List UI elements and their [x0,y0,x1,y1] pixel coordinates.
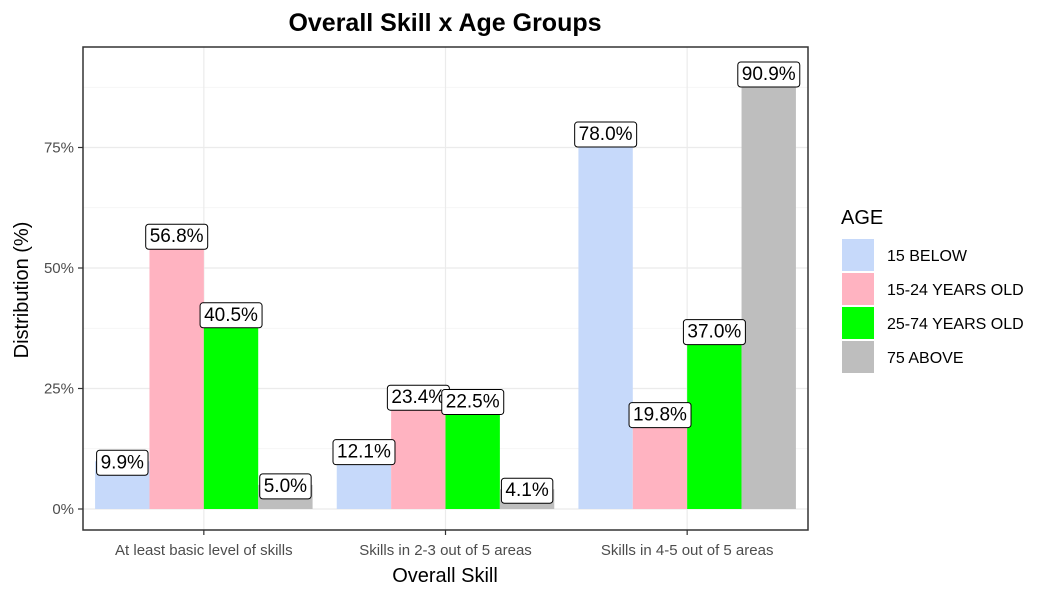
data-label-text: 12.1% [337,442,391,463]
x-tick-label: At least basic level of skills [115,542,293,559]
legend-item: 15 BELOW [840,237,968,273]
legend-swatch [840,271,876,307]
data-label: 78.0% [574,121,638,148]
legend-title: AGE [841,207,883,229]
data-label: 4.1% [500,477,554,504]
bar [445,400,500,509]
legend-swatch [840,305,876,341]
bar [741,87,796,509]
data-label-text: 90.9% [742,64,796,85]
data-label-text: 4.1% [505,480,548,501]
data-label-box [96,449,149,476]
data-label-text: 40.5% [204,305,258,326]
data-label: 37.0% [682,319,746,346]
data-label: 9.9% [96,449,149,476]
data-label-text: 19.8% [633,405,687,426]
legend-label: 15 BELOW [887,248,968,265]
bar [149,235,204,509]
bars [95,87,796,510]
data-label-text: 9.9% [101,452,144,473]
data-label-text: 22.5% [446,392,500,413]
y-axis-title: Distribution (%) [11,222,33,359]
data-label-box [682,319,746,346]
data-label-text: 5.0% [264,476,307,497]
bar [391,396,446,509]
legend-item: 25-74 YEARS OLD [840,305,1024,341]
data-label-box [574,121,638,148]
legend: AGE 15 BELOW 15-24 YEARS OLD 25-74 YEARS O… [840,207,1024,375]
axes: 0% 25% 50% 75% At least basic level of skill… [44,140,773,560]
bar [687,330,742,509]
bar [578,133,633,510]
data-label: 23.4% [386,384,450,411]
chart-title: Overall Skill x Age Groups [288,9,601,37]
plot-area: 9.9% 56.8% 40.5% 5.0% 12.1% 23.4% 22.5% 4.1% 78.… [82,46,809,531]
bar [632,413,688,509]
data-label-text: 78.0% [579,124,633,145]
data-label-text: 23.4% [391,387,445,408]
y-tick-label: 75% [44,140,74,157]
data-label-box [500,477,554,504]
x-tick-label: Skills in 2-3 out of 5 areas [359,542,532,559]
data-label: 90.9% [737,61,801,88]
legend-label: 75 ABOVE [887,350,964,367]
data-label-box [259,473,312,500]
data-label-box [628,402,692,429]
y-tick-label: 50% [44,260,74,277]
data-label: 22.5% [441,389,505,416]
legend-swatch [840,237,876,273]
data-label: 56.8% [145,223,209,250]
data-label-box [145,223,209,250]
data-label: 19.8% [628,402,692,429]
x-tick-label: Skills in 4-5 out of 5 areas [601,542,774,559]
data-labels: 9.9% 56.8% 40.5% 5.0% 12.1% 23.4% 22.5% 4.1% 78.… [96,61,801,504]
data-label-text: 56.8% [150,226,204,247]
data-label-box [737,61,801,88]
x-axis-title: Overall Skill [392,565,498,587]
legend-item: 75 ABOVE [840,339,964,375]
data-label: 40.5% [199,302,263,329]
data-label-text: 37.0% [687,322,741,343]
bar [203,313,259,509]
data-label-box [441,389,505,416]
legend-swatch [840,339,876,375]
y-tick-label: 0% [52,501,74,518]
legend-item: 15-24 YEARS OLD [840,271,1024,307]
legend-label: 15-24 YEARS OLD [887,282,1024,299]
legend-label: 25-74 YEARS OLD [887,316,1024,333]
data-label: 5.0% [259,473,312,500]
y-tick-label: 25% [44,381,74,398]
data-label: 12.1% [332,439,396,466]
data-label-box [332,439,396,466]
data-label-box [199,302,263,329]
